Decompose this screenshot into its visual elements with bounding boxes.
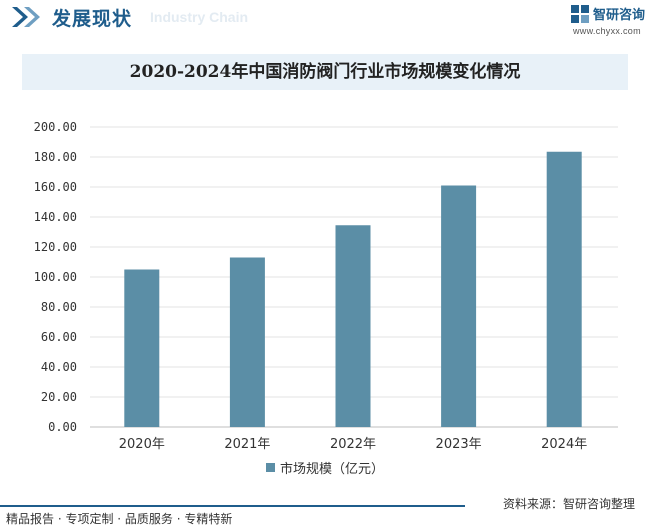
brand-logo-icon [571, 5, 589, 23]
x-tick-label: 2021年 [224, 437, 270, 452]
bars [124, 151, 582, 427]
chart-legend: 市场规模（亿元） [266, 458, 385, 477]
header-bar: 发展现状 Industry Chain 智研咨询 www.chyxx.com [0, 0, 650, 36]
legend-swatch [266, 462, 275, 472]
chart-title-band: 2020-2024年中国消防阀门行业市场规模变化情况 [22, 54, 628, 90]
bar-2020年 [124, 269, 160, 427]
brand-name: 智研咨询 [593, 8, 646, 23]
y-tick-label: 120.00 [34, 240, 77, 254]
y-tick-label: 160.00 [34, 180, 77, 194]
y-tick-label: 80.00 [41, 300, 77, 314]
double-chevron-icon [12, 7, 40, 27]
section-title: 发展现状 [52, 8, 133, 30]
bar-2023年 [441, 185, 477, 427]
y-tick-label: 100.00 [34, 270, 77, 284]
footer-tagline: 精品报告 · 专项定制 · 品质服务 · 专精特新 [6, 512, 233, 526]
y-tick-label: 180.00 [34, 150, 77, 164]
section-subtitle: Industry Chain [150, 9, 249, 25]
bar-2024年 [546, 151, 582, 427]
footer-divider [0, 505, 465, 507]
x-axis-ticks: 2020年 2021年 2022年 2023年 2024年 [119, 437, 587, 452]
y-tick-label: 200.00 [34, 120, 77, 134]
y-tick-label: 20.00 [41, 390, 77, 404]
footer-source: 资料来源：智研咨询整理 [503, 497, 636, 511]
y-axis-ticks: 0.00 20.00 40.00 60.00 80.00 100.00 120.00 140.… [34, 120, 77, 434]
y-tick-label: 40.00 [41, 360, 77, 374]
x-tick-label: 2023年 [436, 437, 482, 452]
x-tick-label: 2024年 [541, 437, 587, 452]
bar-2021年 [229, 257, 265, 427]
x-tick-label: 2020年 [119, 437, 165, 452]
bar-2022年 [335, 225, 371, 427]
y-tick-label: 140.00 [34, 210, 77, 224]
x-tick-label: 2022年 [330, 437, 376, 452]
legend-label: 市场规模（亿元） [280, 461, 385, 477]
y-tick-label: 60.00 [41, 330, 77, 344]
chart-title: 2020-2024年中国消防阀门行业市场规模变化情况 [129, 62, 521, 82]
y-tick-label: 0.00 [48, 420, 77, 434]
brand-url[interactable]: www.chyxx.com [573, 26, 641, 36]
